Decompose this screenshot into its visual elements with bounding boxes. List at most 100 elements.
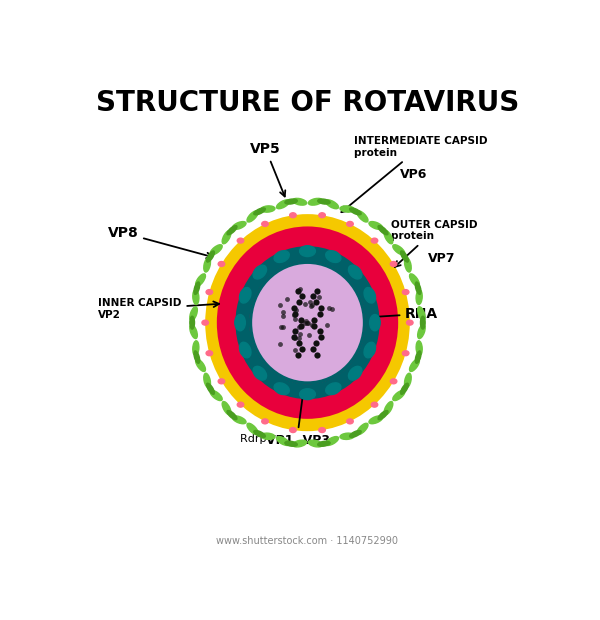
Ellipse shape bbox=[369, 221, 383, 229]
Ellipse shape bbox=[252, 264, 363, 381]
Ellipse shape bbox=[378, 226, 388, 235]
Ellipse shape bbox=[237, 402, 244, 407]
Ellipse shape bbox=[404, 373, 411, 388]
Ellipse shape bbox=[227, 410, 237, 420]
Text: VP1, VP3: VP1, VP3 bbox=[266, 435, 329, 448]
Ellipse shape bbox=[340, 206, 355, 212]
Text: RNA: RNA bbox=[364, 307, 438, 321]
Text: INTERMEDIATE CAPSID
protein: INTERMEDIATE CAPSID protein bbox=[341, 136, 487, 212]
Ellipse shape bbox=[206, 290, 212, 294]
Ellipse shape bbox=[326, 250, 341, 262]
Ellipse shape bbox=[239, 288, 251, 303]
Ellipse shape bbox=[393, 391, 405, 401]
Ellipse shape bbox=[391, 262, 397, 267]
Ellipse shape bbox=[285, 441, 297, 446]
Text: www.shutterstock.com · 1140752990: www.shutterstock.com · 1140752990 bbox=[217, 536, 398, 546]
Ellipse shape bbox=[227, 226, 237, 235]
Ellipse shape bbox=[232, 221, 246, 229]
Ellipse shape bbox=[253, 265, 362, 381]
Ellipse shape bbox=[249, 260, 366, 385]
Text: VP5: VP5 bbox=[250, 142, 285, 197]
Ellipse shape bbox=[308, 440, 323, 447]
Ellipse shape bbox=[222, 402, 231, 415]
Ellipse shape bbox=[401, 383, 409, 394]
Text: VP6: VP6 bbox=[400, 169, 427, 182]
Ellipse shape bbox=[318, 199, 330, 204]
Ellipse shape bbox=[350, 208, 361, 215]
Ellipse shape bbox=[222, 231, 231, 244]
Ellipse shape bbox=[285, 199, 297, 204]
Text: VP8: VP8 bbox=[107, 226, 212, 258]
Ellipse shape bbox=[247, 211, 258, 222]
Ellipse shape bbox=[194, 351, 200, 363]
Ellipse shape bbox=[247, 423, 258, 435]
Text: STRUCTURE OF ROTAVIRUS: STRUCTURE OF ROTAVIRUS bbox=[96, 89, 519, 117]
Ellipse shape bbox=[277, 200, 290, 209]
Ellipse shape bbox=[403, 351, 409, 356]
Ellipse shape bbox=[206, 351, 212, 356]
Ellipse shape bbox=[260, 433, 275, 440]
Ellipse shape bbox=[292, 440, 307, 447]
Ellipse shape bbox=[204, 373, 211, 388]
Ellipse shape bbox=[237, 238, 244, 243]
Ellipse shape bbox=[378, 410, 388, 420]
Ellipse shape bbox=[410, 359, 419, 371]
Ellipse shape bbox=[262, 221, 268, 226]
Ellipse shape bbox=[193, 341, 199, 355]
Ellipse shape bbox=[418, 324, 425, 339]
Ellipse shape bbox=[299, 246, 316, 257]
Ellipse shape bbox=[274, 383, 289, 395]
Ellipse shape bbox=[290, 213, 296, 218]
Ellipse shape bbox=[403, 290, 409, 294]
Ellipse shape bbox=[421, 316, 425, 329]
Ellipse shape bbox=[350, 430, 361, 437]
Ellipse shape bbox=[340, 433, 355, 440]
Ellipse shape bbox=[206, 251, 214, 262]
Ellipse shape bbox=[401, 251, 409, 262]
Ellipse shape bbox=[290, 428, 296, 433]
Ellipse shape bbox=[370, 314, 380, 330]
Ellipse shape bbox=[254, 208, 265, 215]
Ellipse shape bbox=[254, 430, 265, 437]
Ellipse shape bbox=[235, 246, 380, 399]
Ellipse shape bbox=[194, 282, 200, 294]
Ellipse shape bbox=[204, 257, 211, 272]
Ellipse shape bbox=[319, 428, 325, 433]
Ellipse shape bbox=[218, 379, 224, 384]
Ellipse shape bbox=[415, 282, 421, 294]
Ellipse shape bbox=[404, 257, 411, 272]
Ellipse shape bbox=[260, 206, 275, 212]
Ellipse shape bbox=[196, 359, 205, 371]
Ellipse shape bbox=[277, 436, 290, 445]
Ellipse shape bbox=[210, 245, 222, 255]
Ellipse shape bbox=[202, 320, 208, 325]
Ellipse shape bbox=[357, 423, 368, 435]
Ellipse shape bbox=[371, 238, 378, 243]
Ellipse shape bbox=[232, 416, 246, 423]
Ellipse shape bbox=[190, 307, 197, 321]
Ellipse shape bbox=[319, 213, 325, 218]
Ellipse shape bbox=[253, 265, 266, 279]
Text: OUTER CAPSID
protein: OUTER CAPSID protein bbox=[391, 219, 478, 267]
Ellipse shape bbox=[349, 366, 362, 380]
Ellipse shape bbox=[391, 379, 397, 384]
Ellipse shape bbox=[218, 262, 224, 267]
Ellipse shape bbox=[190, 316, 194, 329]
Ellipse shape bbox=[415, 351, 421, 363]
Ellipse shape bbox=[418, 307, 425, 321]
Ellipse shape bbox=[206, 383, 214, 394]
Ellipse shape bbox=[318, 441, 330, 446]
Ellipse shape bbox=[190, 324, 197, 339]
Ellipse shape bbox=[325, 200, 338, 209]
Ellipse shape bbox=[235, 314, 245, 330]
Ellipse shape bbox=[262, 419, 268, 424]
Ellipse shape bbox=[347, 419, 353, 424]
Ellipse shape bbox=[193, 290, 199, 304]
Ellipse shape bbox=[217, 226, 398, 419]
Ellipse shape bbox=[308, 198, 323, 205]
Ellipse shape bbox=[253, 366, 266, 380]
Ellipse shape bbox=[364, 342, 376, 358]
Ellipse shape bbox=[410, 274, 419, 286]
Text: Rdrp: Rdrp bbox=[240, 435, 270, 445]
Ellipse shape bbox=[347, 221, 353, 226]
